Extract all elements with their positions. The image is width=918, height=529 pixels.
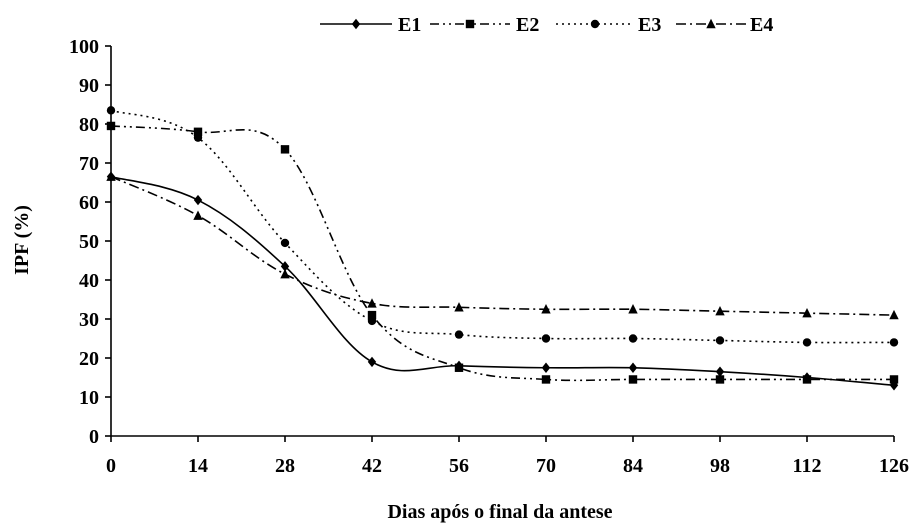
legend-label: E1 — [398, 14, 421, 36]
data-point — [193, 133, 203, 142]
legend-label: E3 — [638, 14, 661, 36]
y-tick-label: 0 — [89, 426, 99, 448]
legend-marker — [351, 18, 361, 30]
series-e3 — [106, 106, 899, 347]
series-line-e4 — [110, 175, 895, 316]
data-point — [454, 363, 464, 372]
y-axis-title: IPF (%) — [11, 205, 33, 275]
y-tick-label: 40 — [79, 270, 99, 292]
data-point — [541, 304, 551, 314]
data-point — [193, 210, 203, 220]
data-point — [715, 366, 725, 377]
x-tick-label: 28 — [275, 455, 295, 477]
data-point — [541, 375, 551, 384]
y-tick-label: 10 — [79, 387, 99, 409]
data-point — [367, 356, 377, 368]
data-point — [628, 334, 638, 343]
data-point — [628, 304, 638, 314]
x-tick-label: 0 — [106, 455, 116, 477]
y-tick-label: 90 — [79, 75, 99, 97]
x-axis: 0 14 28 42 56 70 84 98 112 126 — [106, 435, 909, 477]
data-point — [106, 171, 116, 181]
data-point — [802, 375, 812, 384]
x-tick-label: 14 — [188, 455, 208, 477]
x-axis-title: Dias após o final da antese — [387, 501, 612, 523]
series-line-e3 — [110, 109, 895, 344]
data-point — [193, 194, 203, 206]
legend-item-e4: E4 — [676, 14, 773, 36]
y-tick-label: 100 — [69, 36, 99, 58]
data-point — [280, 268, 290, 279]
data-point — [541, 334, 551, 343]
series-e2 — [106, 121, 899, 384]
series-line-e1 — [110, 175, 895, 387]
legend-label: E4 — [750, 14, 773, 36]
data-point — [280, 145, 290, 154]
y-tick-label: 80 — [79, 114, 99, 136]
y-tick-label: 70 — [79, 153, 99, 175]
series-e1 — [106, 171, 899, 391]
legend-item-e3: E3 — [556, 14, 661, 36]
y-tick-label: 30 — [79, 309, 99, 331]
series-layer — [106, 106, 899, 391]
data-point — [628, 362, 638, 373]
y-axis: 0 10 20 30 40 50 60 70 80 90 100 — [69, 36, 112, 448]
x-tick-label: 98 — [710, 455, 730, 477]
x-tick-label: 70 — [536, 455, 556, 477]
data-point — [628, 375, 638, 384]
data-point — [802, 338, 812, 347]
x-tick-label: 112 — [793, 455, 822, 477]
legend: E1 E2 E3 E4 — [320, 14, 773, 36]
data-point — [280, 238, 290, 248]
series-line-e2 — [110, 125, 894, 382]
data-point — [106, 121, 116, 131]
legend-label: E2 — [516, 14, 539, 36]
y-tick-label: 20 — [79, 348, 99, 370]
data-point — [715, 336, 725, 345]
legend-item-e2: E2 — [430, 14, 539, 36]
legend-marker — [590, 19, 600, 29]
data-point — [280, 261, 290, 272]
y-tick-label: 50 — [79, 231, 99, 253]
data-point — [541, 362, 551, 373]
data-point — [889, 309, 899, 320]
legend-marker — [465, 19, 475, 29]
data-point — [715, 306, 725, 316]
data-point — [715, 375, 725, 384]
data-point — [193, 127, 203, 136]
data-point — [454, 330, 464, 339]
data-point — [367, 316, 377, 326]
x-tick-label: 56 — [449, 455, 469, 477]
data-point — [889, 338, 899, 347]
data-point — [454, 302, 464, 312]
legend-item-e1: E1 — [320, 14, 421, 36]
series-e4 — [106, 171, 899, 320]
y-tick-label: 60 — [79, 192, 99, 214]
x-tick-label: 84 — [623, 455, 643, 477]
data-point — [367, 298, 377, 308]
data-point — [802, 307, 812, 318]
legend-marker — [706, 18, 716, 29]
data-point — [889, 375, 899, 384]
data-point — [367, 310, 377, 320]
x-tick-label: 126 — [879, 455, 909, 477]
x-tick-label: 42 — [362, 455, 382, 477]
data-point — [106, 106, 116, 115]
